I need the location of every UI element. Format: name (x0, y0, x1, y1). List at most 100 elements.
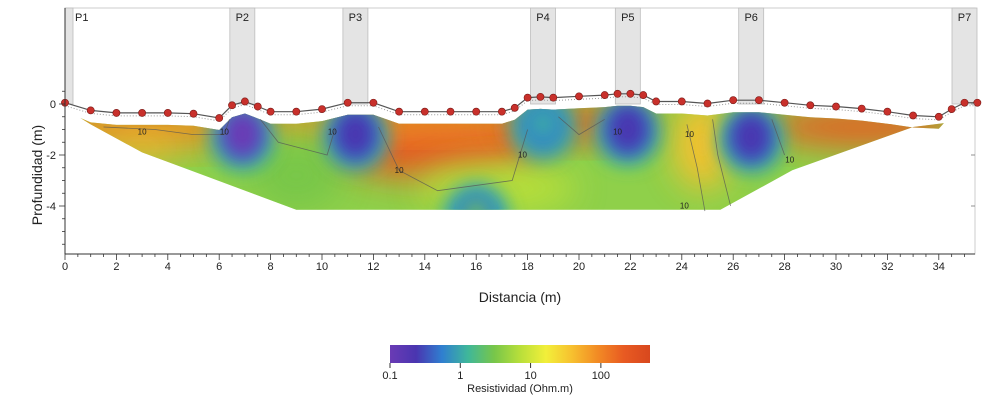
colorbar-bar (390, 345, 650, 363)
colorbar-tick-label: 1 (457, 370, 463, 382)
contour-label: 10 (680, 202, 689, 211)
pole-label: P4 (536, 12, 549, 24)
electrode-point (189, 109, 198, 118)
anomaly-halo-inner (452, 189, 501, 210)
electrode-point (163, 109, 172, 117)
electrode-point (677, 97, 686, 106)
electrode-point (240, 97, 249, 106)
electrode-point (626, 89, 635, 98)
electrode-point (86, 106, 95, 115)
x-tick-label: 2 (113, 261, 119, 273)
electrode-point (883, 107, 892, 116)
contour-label: 10 (138, 128, 147, 137)
x-tick-label: 18 (521, 261, 533, 273)
contour-label: 10 (613, 128, 622, 137)
electrode-point (369, 98, 378, 107)
x-tick-label: 12 (367, 261, 379, 273)
x-tick-label: 16 (470, 261, 482, 273)
pole-markers: P1 P2 P3 P4 P5 P6 P7 (64, 7, 978, 105)
electrode-point (973, 98, 982, 107)
electrode-point (497, 107, 506, 116)
x-tick-label: 28 (778, 261, 790, 273)
resistivity-anomaly (607, 105, 648, 153)
colorbar-tick-label: 100 (592, 370, 610, 382)
x-tick-label: 24 (676, 261, 688, 273)
y-tick-label: 0 (50, 99, 56, 111)
electrode-point (523, 93, 532, 102)
pole-column (738, 7, 765, 105)
electrode-point (600, 91, 609, 99)
x-axis-label: Distancia (m) (479, 289, 561, 305)
contour-line (259, 119, 336, 156)
resistivity-anomaly (466, 201, 487, 210)
x-tick-label: 22 (624, 261, 636, 273)
electrode-point (652, 97, 660, 106)
x-tick-label: 4 (165, 261, 171, 273)
electrode-point (703, 99, 712, 108)
y-tick-label: -2 (46, 150, 56, 162)
pole-column (530, 7, 556, 105)
x-tick-label: 34 (933, 261, 945, 273)
x-tick-label: 10 (316, 261, 328, 273)
electrode-point (446, 107, 455, 116)
colorbar-tick-label: 0.1 (382, 370, 397, 382)
colorbar: 0.1 1 10 100 Resistividad (Ohm.m) (382, 345, 650, 395)
pole-column (229, 7, 256, 105)
electrode-point (857, 104, 866, 113)
electrode-point (909, 111, 917, 120)
contour-line (686, 124, 706, 212)
electrode-point (215, 114, 224, 122)
colorbar-ticks: 0.1 1 10 100 (382, 363, 610, 382)
electrode-point (292, 107, 301, 116)
colorbar-title: Resistividad (Ohm.m) (467, 383, 573, 395)
contour-line (558, 116, 605, 136)
x-tick-label: 0 (62, 261, 68, 273)
pole-label: P7 (958, 12, 971, 24)
electrode-point (806, 101, 815, 110)
electrode-point (420, 107, 429, 116)
x-axis: 0 2 4 6 8 10 12 14 16 18 20 22 24 26 28 30 32 34 (62, 253, 975, 273)
resistivity-anomaly (533, 111, 554, 136)
electrode-point (549, 93, 558, 102)
resistivity-anomaly (335, 110, 376, 159)
resistivity-anomaly (222, 110, 263, 159)
y-tick-label: -4 (46, 201, 56, 213)
colorbar-tick-label: 10 (524, 370, 536, 382)
electrode-point (318, 105, 326, 113)
contour-label: 10 (328, 128, 337, 137)
electrode-point (729, 96, 738, 105)
electrode-point (575, 92, 583, 101)
x-tick-label: 26 (727, 261, 739, 273)
x-tick-label: 8 (268, 261, 274, 273)
contour-line (103, 119, 230, 135)
electrode-point (613, 89, 622, 98)
pole-column (951, 7, 978, 105)
electrode-point (934, 112, 943, 121)
x-tick-label: 32 (881, 261, 893, 273)
electrode-point (266, 107, 275, 116)
electrode-point (472, 107, 481, 116)
electrode-point (112, 109, 121, 117)
pole-label: P2 (236, 12, 249, 24)
x-tick-label: 30 (830, 261, 842, 273)
electrode-point (253, 102, 262, 111)
contour-line (771, 119, 785, 156)
pole-label: P3 (349, 12, 362, 24)
electrode-point (510, 103, 519, 112)
y-axis-label: Profundidad (m) (29, 125, 45, 225)
electrode-point (780, 98, 789, 107)
electrode-point (755, 96, 763, 105)
x-tick-label: 6 (216, 261, 222, 273)
pole-label: P5 (621, 12, 634, 24)
x-tick-label: 20 (573, 261, 585, 273)
contour-label: 10 (785, 156, 794, 165)
pole-label: P1 (75, 12, 88, 24)
pole-column (342, 7, 369, 105)
contour-line (712, 119, 731, 207)
contour-label: 10 (685, 130, 694, 139)
electrode-point (639, 91, 648, 99)
surface-profile (61, 89, 982, 122)
pole-column (614, 7, 641, 105)
contour-lines: 10 10 10 10 10 10 10 10 10 (103, 116, 795, 212)
